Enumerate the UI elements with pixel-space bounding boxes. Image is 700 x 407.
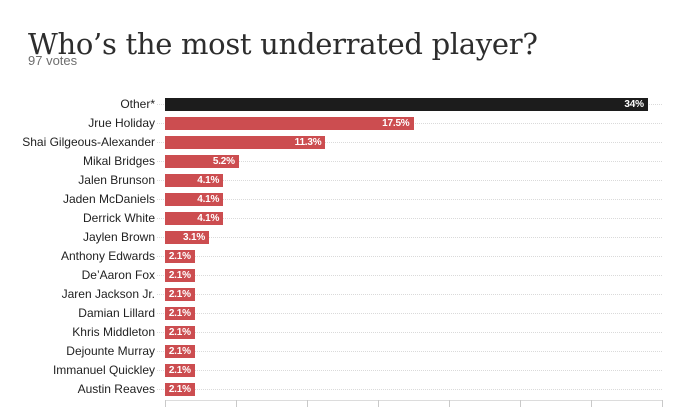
axis-tick (378, 400, 379, 407)
chart-row: Jrue Holiday 17.5% (0, 114, 700, 133)
row-gridline (157, 199, 662, 200)
value-label: 3.1% (183, 232, 206, 243)
player-label: Jaren Jackson Jr. (61, 287, 155, 301)
value-label: 4.1% (197, 194, 220, 205)
value-bar: 2.1% (165, 345, 195, 358)
value-label: 2.1% (168, 270, 191, 281)
row-gridline (157, 389, 662, 390)
player-label: Mikal Bridges (82, 154, 155, 168)
player-label: De’Aaron Fox (81, 268, 155, 282)
value-bar: 2.1% (165, 288, 195, 301)
value-bar: 3.1% (165, 231, 210, 244)
row-gridline (157, 332, 662, 333)
axis-tick (662, 400, 663, 407)
value-bar: 17.5% (165, 117, 414, 130)
value-label: 17.5% (382, 118, 410, 129)
chart-row: Jalen Brunson 4.1% (0, 171, 700, 190)
page-title: Who’s the most underrated player? (28, 27, 538, 62)
vote-count: 97 votes (28, 53, 78, 68)
value-label: 2.1% (168, 346, 191, 357)
value-label: 4.1% (197, 213, 220, 224)
value-label: 2.1% (168, 327, 191, 338)
player-label: Jaden McDaniels (62, 192, 155, 206)
player-label: Anthony Edwards (60, 249, 155, 263)
chart-row: Jaden McDaniels 4.1% (0, 190, 700, 209)
player-label: Shai Gilgeous-Alexander (22, 135, 155, 149)
chart-row: Shai Gilgeous-Alexander 11.3% (0, 133, 700, 152)
value-bar: 34% (165, 98, 648, 111)
value-bar: 2.1% (165, 269, 195, 282)
chart-row: Jaren Jackson Jr. 2.1% (0, 285, 700, 304)
player-label: Derrick White (82, 211, 155, 225)
chart-row: Damian Lillard 2.1% (0, 304, 700, 323)
player-label: Khris Middleton (72, 325, 155, 339)
row-gridline (157, 313, 662, 314)
chart-row: Mikal Bridges 5.2% (0, 152, 700, 171)
value-label: 2.1% (168, 251, 191, 262)
row-gridline (157, 275, 662, 276)
value-label: 2.1% (168, 308, 191, 319)
bar-chart: Other* 34% Jrue Holiday 17.5% Shai Gilgeous-… (0, 95, 700, 407)
player-label: Other* (120, 97, 155, 111)
value-label: 34% (624, 99, 644, 110)
value-bar: 2.1% (165, 307, 195, 320)
chart-row: Other* 34% (0, 95, 700, 114)
axis-tick (449, 400, 450, 407)
value-bar: 2.1% (165, 383, 195, 396)
player-label: Dejounte Murray (66, 344, 155, 358)
value-label: 2.1% (168, 384, 191, 395)
axis-tick (520, 400, 521, 407)
player-label: Austin Reaves (77, 382, 155, 396)
chart-row: Khris Middleton 2.1% (0, 323, 700, 342)
chart-row: Anthony Edwards 2.1% (0, 247, 700, 266)
value-bar: 4.1% (165, 212, 224, 225)
value-label: 2.1% (168, 289, 191, 300)
value-bar: 4.1% (165, 193, 224, 206)
chart-row: Derrick White 4.1% (0, 209, 700, 228)
player-label: Damian Lillard (78, 306, 155, 320)
player-label: Jalen Brunson (78, 173, 155, 187)
row-gridline (157, 180, 662, 181)
value-label: 4.1% (197, 175, 220, 186)
axis-baseline (165, 400, 662, 401)
row-gridline (157, 142, 662, 143)
value-label: 2.1% (168, 365, 191, 376)
axis-tick (591, 400, 592, 407)
player-label: Jaylen Brown (82, 230, 155, 244)
value-bar: 2.1% (165, 250, 195, 263)
value-bar: 5.2% (165, 155, 239, 168)
value-bar: 4.1% (165, 174, 224, 187)
player-label: Immanuel Quickley (52, 363, 155, 377)
chart-row: Dejounte Murray 2.1% (0, 342, 700, 361)
value-bar: 2.1% (165, 326, 195, 339)
axis-tick (165, 400, 166, 407)
row-gridline (157, 256, 662, 257)
chart-row: Jaylen Brown 3.1% (0, 228, 700, 247)
row-gridline (157, 370, 662, 371)
row-gridline (157, 294, 662, 295)
axis-tick (236, 400, 237, 407)
chart-row: Austin Reaves 2.1% (0, 380, 700, 399)
value-bar: 2.1% (165, 364, 195, 377)
value-bar: 11.3% (165, 136, 326, 149)
chart-row: Immanuel Quickley 2.1% (0, 361, 700, 380)
player-label: Jrue Holiday (88, 116, 155, 130)
row-gridline (157, 218, 662, 219)
value-label: 5.2% (212, 156, 235, 167)
row-gridline (157, 237, 662, 238)
value-label: 11.3% (294, 137, 322, 148)
axis-tick (307, 400, 308, 407)
chart-row: De’Aaron Fox 2.1% (0, 266, 700, 285)
row-gridline (157, 161, 662, 162)
row-gridline (157, 351, 662, 352)
